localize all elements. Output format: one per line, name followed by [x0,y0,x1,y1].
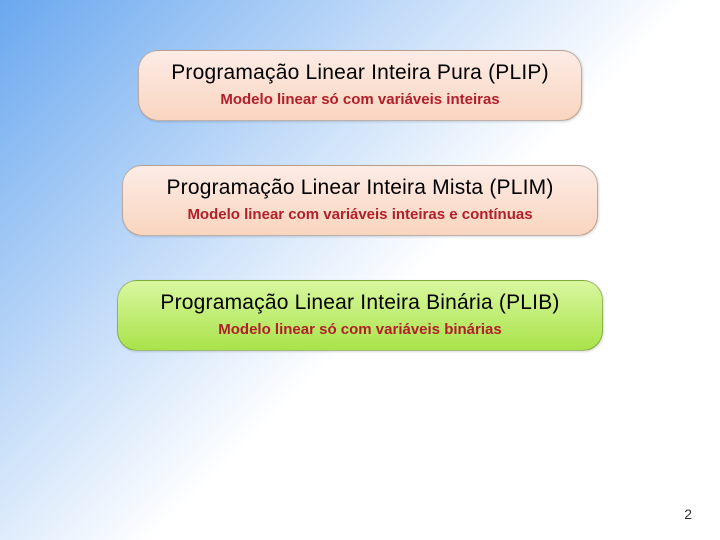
slide: Programação Linear Inteira Pura (PLIP) M… [0,0,720,540]
card-subtitle: Modelo linear só com variáveis inteiras [157,91,563,108]
card-title: Programação Linear Inteira Pura (PLIP) [157,61,563,85]
card-plip: Programação Linear Inteira Pura (PLIP) M… [138,50,582,121]
card-subtitle: Modelo linear só com variáveis binárias [136,321,584,338]
card-title: Programação Linear Inteira Binária (PLIB… [136,291,584,315]
card-plim: Programação Linear Inteira Mista (PLIM) … [122,165,598,236]
card-plib: Programação Linear Inteira Binária (PLIB… [117,280,603,351]
page-number: 2 [684,506,692,522]
card-subtitle: Modelo linear com variáveis inteiras e c… [141,206,579,223]
card-title: Programação Linear Inteira Mista (PLIM) [141,176,579,200]
